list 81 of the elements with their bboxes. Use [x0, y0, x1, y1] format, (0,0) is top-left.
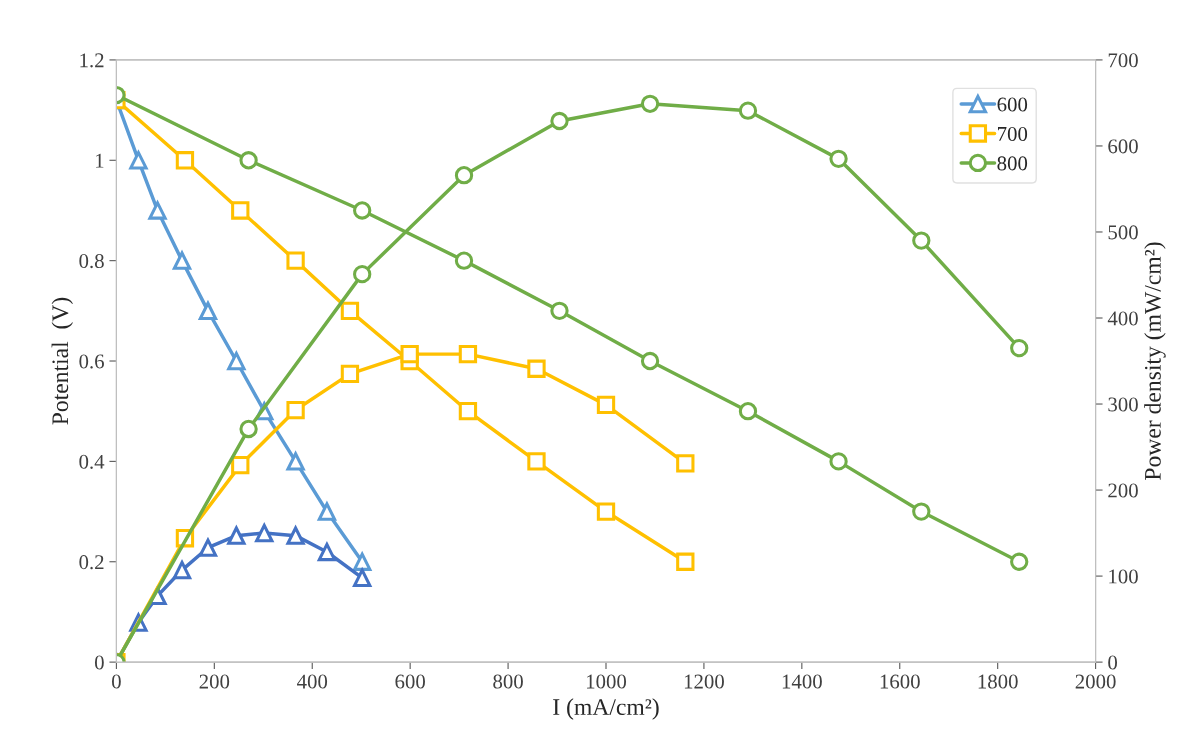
x-tick-label: 1400 — [782, 674, 822, 689]
point — [353, 568, 372, 587]
point — [527, 359, 546, 378]
x-tick-label: 200 — [199, 674, 230, 689]
legend-label: 700 — [998, 126, 1028, 141]
point — [317, 542, 337, 562]
x-tick-label: 400 — [297, 674, 328, 689]
point — [1010, 338, 1029, 358]
point — [454, 251, 474, 270]
y2-tick-label: 200 — [1108, 483, 1138, 498]
x-tick-label: 1800 — [978, 674, 1018, 689]
point — [172, 251, 192, 270]
point — [458, 344, 478, 364]
point — [129, 151, 148, 170]
y2-tick-label: 600 — [1108, 139, 1138, 154]
point — [596, 502, 616, 521]
point — [458, 402, 478, 421]
point — [596, 395, 616, 415]
point — [286, 452, 305, 471]
point — [227, 351, 246, 371]
point — [286, 400, 305, 420]
point — [255, 523, 274, 543]
point — [286, 526, 305, 545]
point — [829, 452, 848, 471]
y-tick-label: 0 — [94, 655, 104, 670]
point — [527, 452, 546, 471]
point — [340, 364, 360, 384]
y-tick-label: 1 — [96, 153, 104, 168]
point — [239, 419, 258, 439]
x-tick-label: 0 — [111, 674, 121, 689]
y-axis-title: Potential (V) — [51, 297, 73, 425]
y2-tick-label: 0 — [1108, 655, 1118, 670]
x-tick-label: 1000 — [587, 674, 627, 689]
point — [239, 151, 258, 170]
x-tick-label: 1600 — [880, 674, 920, 689]
y-tick-label: 0.8 — [79, 254, 104, 269]
point — [550, 301, 569, 320]
point — [353, 201, 372, 220]
x-tick-label: 800 — [493, 674, 523, 689]
point — [198, 538, 218, 557]
point — [400, 344, 419, 364]
x-tick-label: 2000 — [1075, 674, 1116, 689]
point — [231, 455, 250, 475]
point — [353, 264, 372, 284]
x-axis-title: I (mA/cm²) — [553, 698, 659, 720]
point — [353, 552, 372, 571]
point — [676, 552, 695, 571]
x-tick-label: 1200 — [684, 674, 724, 689]
point — [550, 111, 569, 131]
y-tick-label: 0.6 — [79, 354, 104, 369]
y2-tick-label: 700 — [1108, 53, 1138, 68]
point — [738, 101, 758, 120]
point — [454, 166, 474, 185]
point — [676, 454, 695, 473]
y2-tick-label: 300 — [1108, 397, 1138, 412]
y2-tick-label: 500 — [1108, 225, 1138, 240]
y-tick-label: 0.4 — [79, 454, 105, 469]
point — [340, 301, 360, 320]
point — [286, 251, 305, 270]
y-tick-label: 0.2 — [79, 555, 104, 570]
legend-label: 800 — [997, 156, 1028, 171]
point — [227, 526, 246, 545]
point — [231, 201, 250, 220]
legend-label: 600 — [997, 97, 1028, 112]
point — [175, 151, 195, 170]
point — [912, 502, 931, 521]
point — [640, 94, 660, 113]
point — [148, 201, 167, 220]
point — [1010, 552, 1029, 571]
point — [912, 231, 931, 250]
point — [172, 560, 192, 580]
x-tick-label: 600 — [395, 674, 425, 689]
point — [738, 402, 758, 421]
y-tick-label: 1.2 — [80, 53, 104, 68]
y2-tick-label: 100 — [1109, 569, 1138, 584]
point — [198, 301, 218, 320]
y2-axis-title: Power density (mW/cm²) — [1144, 242, 1166, 480]
point — [317, 502, 337, 521]
point — [640, 351, 660, 371]
y2-tick-label: 400 — [1107, 311, 1138, 326]
point — [829, 149, 848, 169]
